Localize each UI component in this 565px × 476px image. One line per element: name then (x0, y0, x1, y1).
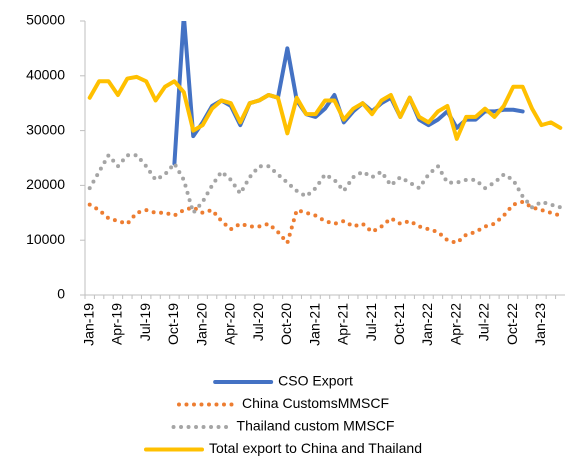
x-tick-label: Jan-22 (419, 303, 435, 346)
series-line (87, 151, 563, 217)
x-tick-label: Oct-22 (504, 303, 520, 345)
x-tick-label: Jul-22 (476, 303, 492, 341)
legend-label: Total export to China and Thailand (209, 440, 422, 456)
x-tick-label: Oct-19 (165, 303, 181, 345)
x-tick-label: Oct-20 (278, 303, 294, 345)
series-line (87, 199, 563, 248)
x-tick-label: Jan-19 (80, 303, 96, 346)
x-tick-label: Apr-21 (335, 303, 351, 345)
x-tick-label: Apr-20 (222, 303, 238, 345)
legend-label: Thailand custom MMSCF (237, 418, 395, 434)
legend-label: China CustomsMMSCF (242, 395, 389, 411)
x-tick-label: Jul-21 (363, 303, 379, 341)
x-tick-label: Jan-23 (532, 303, 548, 346)
series-line (172, 21, 525, 166)
y-tick-label: 20000 (26, 176, 65, 192)
x-tick-label: Jul-20 (250, 303, 266, 341)
x-tick-label: Jul-19 (137, 303, 153, 341)
y-tick-label: 50000 (26, 12, 65, 28)
x-tick-label: Apr-19 (109, 303, 125, 345)
x-tick-label: Jan-20 (193, 303, 209, 346)
x-tick-label: Oct-21 (391, 303, 407, 345)
y-tick-label: 40000 (26, 67, 65, 83)
x-tick-label: Jan-21 (306, 303, 322, 346)
legend-label: CSO Export (278, 373, 353, 389)
series-line (87, 74, 563, 141)
y-tick-label: 10000 (26, 231, 65, 247)
plot-area (87, 21, 563, 248)
y-tick-label: 0 (57, 286, 65, 302)
x-tick-label: Apr-22 (447, 303, 463, 345)
y-tick-label: 30000 (26, 121, 65, 137)
